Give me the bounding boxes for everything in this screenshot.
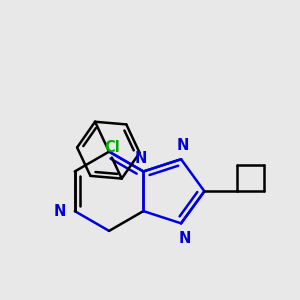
Text: N: N bbox=[176, 138, 189, 153]
Text: N: N bbox=[54, 204, 67, 219]
Text: Cl: Cl bbox=[104, 140, 120, 155]
Text: N: N bbox=[135, 151, 147, 166]
Text: N: N bbox=[178, 231, 190, 246]
